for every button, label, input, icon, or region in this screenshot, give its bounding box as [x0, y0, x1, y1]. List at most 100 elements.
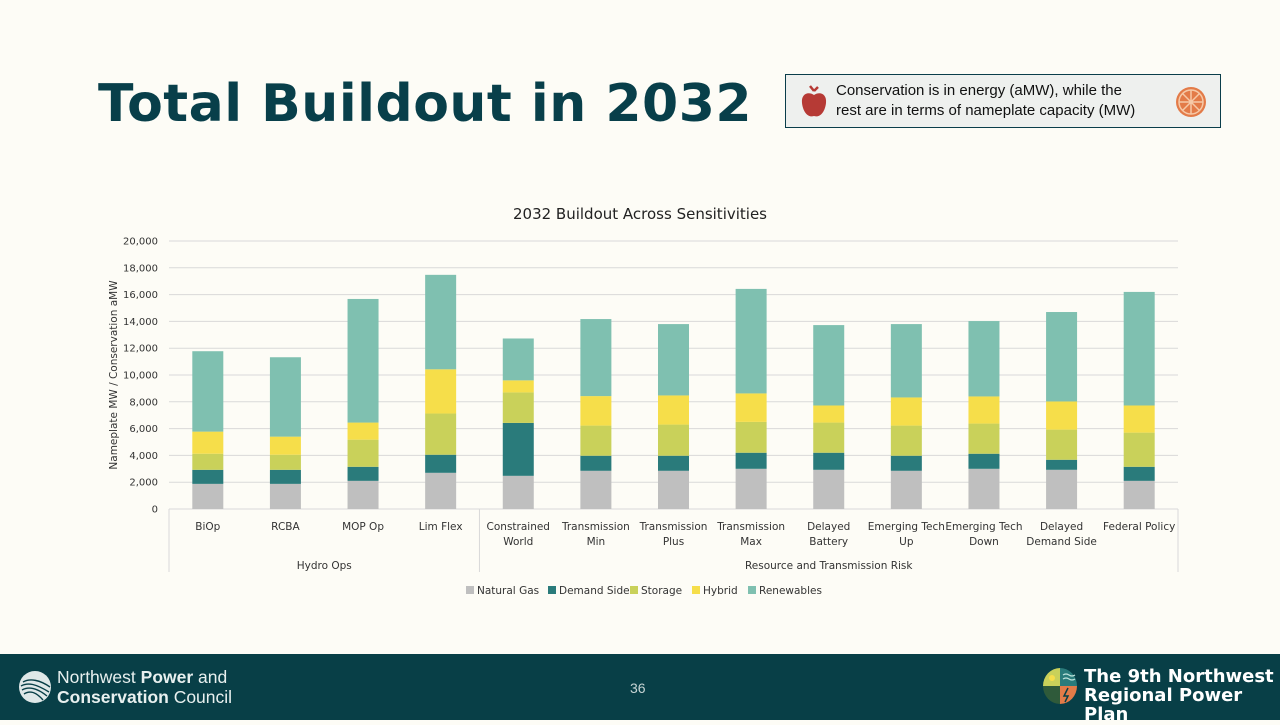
- bar-segment-demand-side: [347, 466, 379, 481]
- bar-segment-demand-side: [813, 452, 845, 470]
- bar-segment-natural-gas: [658, 470, 689, 509]
- y-tick-label: 0: [152, 505, 158, 516]
- bar-segment-demand-side: [1123, 466, 1155, 481]
- y-tick-label: 4,000: [129, 451, 158, 462]
- bar-segment-renewables: [890, 324, 922, 398]
- bar-segment-hybrid: [890, 397, 922, 426]
- bar-segment-renewables: [502, 338, 534, 381]
- x-tick-label: Max: [740, 536, 762, 548]
- bar-segment-storage: [269, 454, 301, 470]
- x-tick-label: World: [503, 536, 533, 548]
- bar-segment-natural-gas: [502, 475, 534, 509]
- units-note-box: Conservation is in energy (aMW), while t…: [785, 74, 1221, 128]
- bar-segment-natural-gas: [425, 472, 457, 509]
- bar-segment-natural-gas: [580, 470, 612, 509]
- org-text-2: and: [193, 667, 228, 687]
- bar-segment-demand-side: [502, 422, 534, 476]
- bar-segment-natural-gas: [1123, 480, 1155, 509]
- units-note-line2: rest are in terms of nameplate capacity …: [836, 102, 1136, 119]
- bar-segment-storage: [813, 422, 845, 453]
- y-tick-label: 8,000: [129, 397, 158, 408]
- y-tick-label: 18,000: [123, 263, 158, 274]
- y-tick-label: 16,000: [123, 290, 158, 301]
- legend-swatch: [630, 586, 638, 594]
- org-text-3: Council: [168, 687, 233, 707]
- x-tick-label: Delayed: [807, 521, 850, 533]
- bar-segment-natural-gas: [890, 470, 922, 509]
- footer-bar: Northwest Power and Conservation Council…: [0, 654, 1280, 724]
- bar-segment-renewables: [968, 321, 1000, 397]
- bar-segment-storage: [425, 413, 457, 455]
- buildout-chart: 2032 Buildout Across Sensitivities Namep…: [108, 205, 1179, 597]
- bar-segment-renewables: [192, 351, 224, 432]
- bar-segment-renewables: [269, 357, 301, 437]
- y-tick-label: 12,000: [123, 344, 158, 355]
- plan-line-2: Regional Power Plan: [1084, 685, 1243, 725]
- x-tick-label: BiOp: [195, 521, 220, 533]
- bar-segment-natural-gas: [269, 483, 301, 509]
- bar-segment-hybrid: [269, 436, 301, 455]
- bar-segment-hybrid: [580, 396, 612, 426]
- legend-swatch: [548, 586, 556, 594]
- x-tick-label: Emerging Tech: [945, 521, 1022, 533]
- bar-segment-renewables: [1046, 312, 1078, 402]
- units-note-text: Conservation is in energy (aMW), while t…: [836, 81, 1135, 121]
- bar-segment-natural-gas: [813, 469, 845, 509]
- legend-swatch: [748, 586, 756, 594]
- bar-segment-renewables: [1123, 291, 1155, 406]
- org-text-bold-2: Conservation: [57, 687, 169, 707]
- y-tick-label: 20,000: [123, 237, 158, 248]
- bar-segment-demand-side: [269, 469, 301, 484]
- org-text-bold-1: Power: [140, 667, 194, 687]
- bar-segment-natural-gas: [192, 483, 224, 509]
- group-label: Resource and Transmission Risk: [745, 560, 913, 572]
- bar-segment-renewables: [347, 298, 379, 423]
- bar-segment-renewables: [658, 324, 689, 396]
- bar-segment-demand-side: [580, 455, 612, 471]
- bar-segment-renewables: [813, 325, 845, 406]
- bar-segment-storage: [1046, 429, 1078, 460]
- power-plan-logo-icon: [1043, 668, 1077, 704]
- org-text-1: Northwest: [57, 667, 141, 687]
- bar-segment-storage: [580, 425, 612, 456]
- council-name: Northwest Power and Conservation Council: [57, 667, 232, 707]
- bar-segment-hybrid: [502, 380, 534, 393]
- x-tick-label: Demand Side: [1026, 536, 1097, 548]
- x-tick-label: Delayed: [1040, 521, 1083, 533]
- council-logo-icon: [19, 671, 51, 703]
- legend-label: Hybrid: [703, 585, 738, 597]
- page-number: 36: [630, 680, 646, 696]
- bar-segment-hybrid: [813, 405, 845, 423]
- legend-label: Natural Gas: [477, 585, 539, 597]
- y-axis-label: Nameplate MW / Conservation aMW: [108, 280, 120, 470]
- bar-segment-natural-gas: [968, 468, 1000, 509]
- page-title: Total Buildout in 2032: [98, 74, 753, 134]
- bar-segment-hybrid: [425, 369, 457, 414]
- bar-segment-demand-side: [658, 455, 689, 471]
- x-tick-label: Constrained: [487, 521, 550, 533]
- bar-segment-hybrid: [735, 393, 767, 422]
- bar-segment-natural-gas: [735, 468, 767, 509]
- x-tick-label: Down: [969, 536, 999, 548]
- bar-segment-hybrid: [347, 422, 379, 440]
- x-tick-label: Transmission: [561, 521, 630, 533]
- bar-segment-hybrid: [192, 431, 224, 454]
- x-tick-label: Battery: [809, 536, 848, 548]
- legend-swatch: [692, 586, 700, 594]
- orange-slice-icon: [1176, 87, 1206, 117]
- chart-title: 2032 Buildout Across Sensitivities: [513, 205, 767, 223]
- bar-segment-storage: [658, 424, 689, 456]
- x-tick-label: Transmission: [716, 521, 785, 533]
- bar-segment-hybrid: [658, 395, 689, 425]
- legend-label: Demand Side: [559, 585, 630, 597]
- bar-segment-natural-gas: [347, 480, 379, 509]
- bar-segment-storage: [1123, 432, 1155, 467]
- legend-swatch: [466, 586, 474, 594]
- plan-line-1: The 9th Northwest: [1084, 666, 1274, 687]
- apple-icon: [801, 85, 827, 117]
- x-tick-label: Federal Policy: [1103, 521, 1175, 533]
- bar-segment-demand-side: [968, 453, 1000, 469]
- group-label: Hydro Ops: [297, 560, 352, 572]
- power-plan-title: The 9th Northwest Regional Power Plan: [1084, 667, 1280, 724]
- x-tick-label: Plus: [663, 536, 684, 548]
